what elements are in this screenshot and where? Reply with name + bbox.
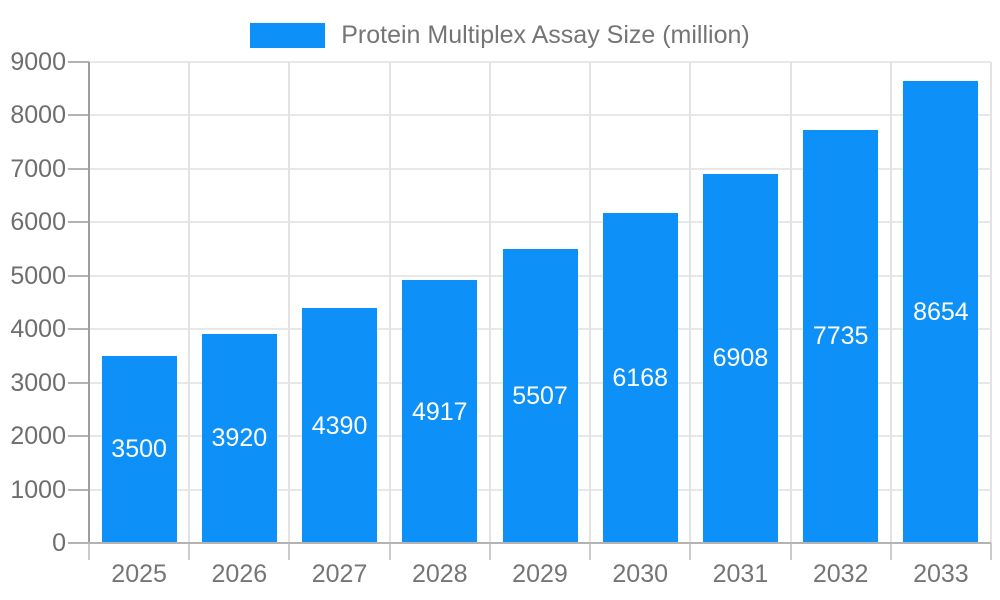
v-gridline <box>188 62 191 543</box>
v-gridline <box>889 62 892 543</box>
x-tick-label: 2029 <box>512 560 568 588</box>
legend-swatch <box>250 23 326 48</box>
y-tick-label: 6000 <box>10 208 66 237</box>
bar-2032[interactable] <box>803 129 879 543</box>
h-gridline <box>89 61 991 63</box>
x-axis-tick <box>789 543 792 560</box>
x-axis-tick <box>88 543 90 560</box>
x-tick-label: 2031 <box>712 560 769 588</box>
y-axis-tick <box>68 328 89 331</box>
h-gridline <box>89 114 991 117</box>
y-axis-tick <box>68 167 89 170</box>
v-gridline <box>789 62 792 543</box>
x-tick-label: 2030 <box>612 560 669 588</box>
bar-2026[interactable] <box>201 333 277 543</box>
bar-2028[interactable] <box>402 280 478 543</box>
y-axis-tick <box>68 221 89 224</box>
plot-area: 3500 3920 4390 4917 5507 6168 6908 7735 8654 <box>89 61 992 543</box>
y-tick-label: 2000 <box>10 422 66 451</box>
y-tick-label: 7000 <box>10 154 66 183</box>
x-axis-tick <box>388 543 391 560</box>
y-axis-tick <box>68 381 89 384</box>
x-tick-label: 2027 <box>311 560 368 588</box>
v-gridline <box>589 62 592 543</box>
h-gridline <box>89 221 991 224</box>
bar-2029[interactable] <box>502 248 578 543</box>
x-tick-label: 2026 <box>211 560 268 588</box>
x-tick-label: 2028 <box>411 560 468 588</box>
y-tick-label: 8000 <box>10 101 66 130</box>
y-axis-tick <box>68 61 89 63</box>
x-axis-tick <box>589 543 592 560</box>
x-axis-tick <box>889 543 892 560</box>
y-tick-label: 9000 <box>10 48 66 76</box>
v-gridline <box>288 62 291 543</box>
x-axis-tick <box>188 543 191 560</box>
x-tick-label: 2025 <box>111 560 167 588</box>
v-gridline <box>488 62 491 543</box>
bar-2027[interactable] <box>302 308 378 543</box>
x-axis-tick <box>990 543 992 560</box>
v-gridline <box>689 62 692 543</box>
x-tick-label: 2033 <box>913 560 969 588</box>
bar-2031[interactable] <box>702 173 778 543</box>
y-axis-line <box>88 62 90 543</box>
y-axis-tick <box>68 435 89 438</box>
x-axis-tick <box>488 543 491 560</box>
x-axis-tick <box>288 543 291 560</box>
y-axis-tick <box>68 114 89 117</box>
h-gridline <box>89 167 991 170</box>
bar-2030[interactable] <box>602 213 678 543</box>
legend-label: Protein Multiplex Assay Size (million) <box>341 21 750 49</box>
bar-2025[interactable] <box>101 355 177 543</box>
v-gridline <box>388 62 391 543</box>
v-gridline <box>990 62 992 543</box>
y-tick-label: 1000 <box>10 475 66 504</box>
y-tick-label: 4000 <box>10 315 66 344</box>
bar-2033[interactable] <box>903 80 979 543</box>
x-axis-tick <box>689 543 692 560</box>
x-tick-label: 2032 <box>812 560 869 588</box>
y-axis-tick <box>68 274 89 277</box>
x-axis-baseline <box>68 542 991 544</box>
y-tick-label: 3000 <box>10 368 66 397</box>
y-axis-tick <box>68 488 89 491</box>
y-tick-label: 0 <box>52 529 66 557</box>
y-tick-label: 5000 <box>10 261 66 290</box>
chart-legend[interactable]: Protein Multiplex Assay Size (million) <box>0 21 1000 50</box>
